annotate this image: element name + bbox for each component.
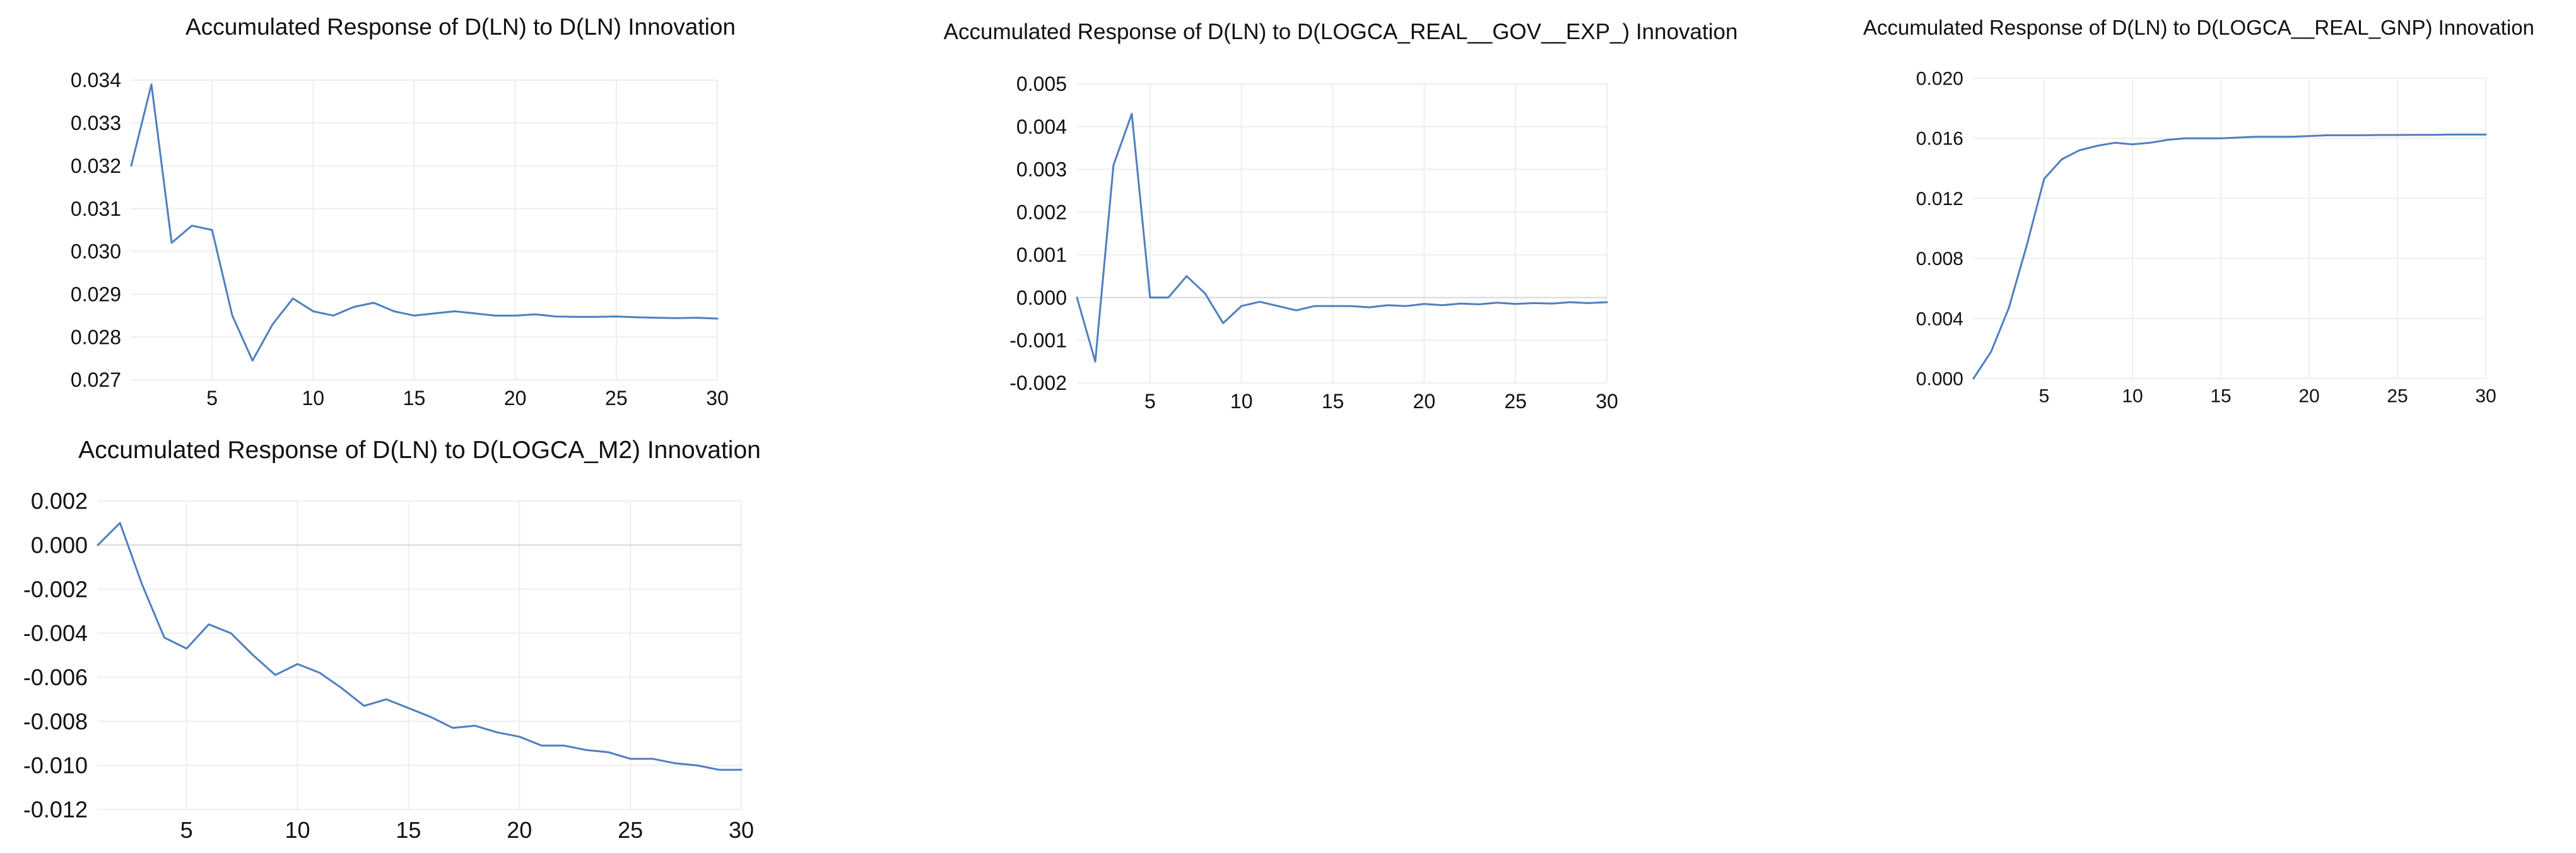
y-tick-label: 0.027 [71,368,121,391]
x-tick-label: 20 [1413,390,1436,413]
y-tick-label: 0.020 [1916,69,1963,90]
x-tick-label: 5 [2039,386,2050,407]
x-tick-label: 15 [1322,390,1344,413]
chart-title: Accumulated Response of D(LN) to D(LOGCA… [78,437,761,464]
y-tick-label: 0.004 [1916,309,1963,329]
x-tick-label: 25 [618,817,643,843]
y-tick-label: 0.031 [71,197,121,220]
x-tick-label: 10 [302,387,325,409]
y-tick-label: -0.002 [23,576,88,602]
x-tick-label: 5 [1144,390,1156,413]
y-tick-label: -0.008 [23,709,88,734]
y-tick-label: 0.000 [1016,286,1067,309]
x-tick-label: 30 [706,387,729,409]
series-line [130,83,719,362]
y-tick-label: 0.000 [31,532,88,558]
y-tick-label: -0.012 [23,797,88,823]
y-tick-label: 0.005 [1016,73,1067,95]
y-tick-label: 0.028 [71,326,121,348]
y-tick-label: -0.001 [1009,329,1067,351]
chart-title: Accumulated Response of D(LN) to D(LN) I… [185,14,736,40]
series-line [97,522,743,771]
x-tick-label: 5 [180,817,193,843]
x-tick-label: 15 [396,817,421,843]
y-tick-label: 0.008 [1916,249,1963,269]
y-tick-label: 0.029 [71,283,121,305]
y-tick-label: -0.006 [23,664,88,690]
x-tick-label: 20 [504,387,527,409]
x-tick-label: 15 [2210,386,2231,407]
y-tick-label: 0.033 [71,112,121,134]
y-tick-label: -0.010 [23,753,88,779]
x-tick-label: 10 [1230,390,1253,413]
x-tick-label: 30 [2475,386,2496,407]
x-tick-label: 25 [2387,386,2408,407]
y-tick-label: 0.002 [1016,201,1067,223]
y-tick-label: 0.002 [31,488,88,514]
chart-title: Accumulated Response of D(LN) to D(LOGCA… [943,20,1738,44]
x-tick-label: 15 [403,387,426,409]
x-tick-label: 30 [729,817,754,843]
y-tick-label: 0.034 [71,69,121,91]
y-tick-label: 0.032 [71,155,121,177]
y-tick-label: 0.030 [71,240,121,263]
x-tick-label: 10 [2122,386,2143,407]
y-tick-label: -0.002 [1009,372,1067,394]
x-tick-label: 25 [605,387,628,409]
chart-title: Accumulated Response of D(LN) to D(LOGCA… [1863,16,2534,39]
y-tick-label: -0.004 [23,620,88,646]
x-tick-label: 20 [507,817,532,843]
x-tick-label: 30 [1596,390,1618,413]
x-tick-label: 5 [206,387,218,409]
x-tick-label: 25 [1504,390,1527,413]
y-tick-label: 0.000 [1916,369,1963,390]
y-tick-label: 0.003 [1016,158,1067,181]
x-tick-label: 20 [2298,386,2319,407]
x-tick-label: 10 [285,817,310,843]
y-tick-label: 0.004 [1016,115,1067,138]
y-tick-label: 0.016 [1916,129,1963,150]
y-tick-label: 0.012 [1916,189,1963,209]
y-tick-label: 0.001 [1016,244,1067,266]
series-line [1972,133,2487,380]
series-line [1076,112,1608,363]
